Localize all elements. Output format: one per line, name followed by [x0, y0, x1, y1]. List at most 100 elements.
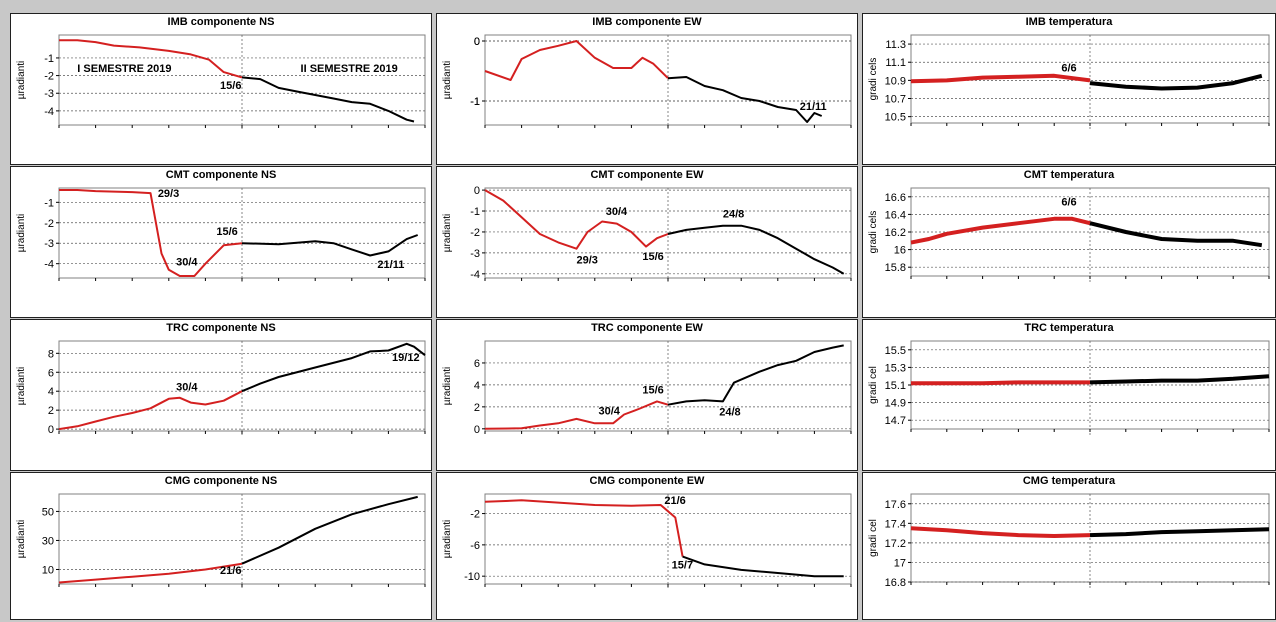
annotation-label: 19/12	[392, 352, 420, 364]
y-axis-label: gradi cels	[868, 58, 879, 101]
chart-panel-trc-ns: TRC componente NS 8 6 4 2 0 µradianti 30/4 19/12	[10, 319, 432, 471]
annotation-label: 30/4	[176, 381, 198, 393]
y-tick-label: -1	[470, 206, 480, 218]
y-tick-label: 2	[48, 405, 54, 417]
y-axis-label: gradi cel	[868, 519, 879, 557]
y-tick-label: 30	[42, 535, 54, 547]
y-tick-label: -2	[44, 71, 54, 83]
y-tick-label: 15.1	[885, 380, 906, 392]
series-line-red	[58, 390, 243, 431]
y-tick-label: -1	[44, 53, 54, 65]
y-tick-label: 14.9	[885, 398, 906, 410]
chart-svg: 8 6 4 2 0 µradianti 30/4 19/12	[16, 340, 426, 437]
y-tick-label: 10.5	[885, 112, 906, 124]
y-tick-label: 14.7	[885, 415, 906, 427]
chart-title: CMG componente EW	[589, 475, 705, 487]
chart-title: TRC componente EW	[591, 322, 703, 334]
series-line-black	[1089, 527, 1270, 538]
annotation-label: 30/4	[598, 406, 620, 418]
y-tick-label: 15.8	[885, 262, 906, 274]
y-tick-label: 16	[894, 245, 906, 257]
annotation-label: 29/3	[158, 188, 179, 200]
chart-panel-cmt-ns: CMT componente NS -1 -2 -3 -4 µradianti 29/3 30…	[10, 166, 432, 318]
y-tick-label: 0	[474, 36, 480, 48]
y-tick-label: 6	[48, 367, 54, 379]
y-axis-label: µradianti	[16, 214, 27, 253]
y-tick-label: 16.2	[885, 227, 906, 239]
chart-panel-cmg-ew: CMG componente EW -2 -6 -10 µradianti 21/6 15/…	[436, 472, 858, 620]
y-axis-label: µradianti	[442, 61, 453, 100]
y-tick-label: -10	[464, 571, 480, 583]
y-tick-label: 0	[474, 185, 480, 197]
y-tick-label: -3	[470, 248, 480, 260]
y-tick-label: -3	[44, 88, 54, 100]
annotation-label: 21/11	[377, 259, 404, 271]
chart-title: TRC componente NS	[166, 322, 276, 334]
chart-panel-cmt-ew: CMT componente EW 0 -1 -2 -3 -4 µradianti 30/4 2…	[436, 166, 858, 318]
y-tick-label: 4	[474, 380, 480, 392]
annotation-label: 6/6	[1061, 197, 1076, 209]
chart-title: IMB temperatura	[1025, 16, 1113, 28]
chart-svg: 50 30 10 µradianti 21/6	[16, 493, 426, 590]
series-line-black	[241, 234, 419, 257]
series-line-red	[59, 189, 243, 277]
annotation-label: 6/6	[1061, 62, 1076, 74]
annotation-label: 15/6	[642, 385, 663, 397]
annotation-label: II SEMESTRE 2019	[301, 63, 398, 75]
y-axis-label: µradianti	[442, 214, 453, 253]
y-axis-label: µradianti	[16, 520, 27, 559]
series-line-black	[241, 342, 426, 393]
y-tick-label: 17.2	[885, 538, 906, 550]
y-tick-label: 15.3	[885, 362, 906, 374]
series-line-black	[1089, 221, 1263, 248]
chart-panel-trc-t: TRC temperatura 15.5 15.3 15.1 14.9 14.7 gradi…	[862, 319, 1276, 471]
y-tick-label: 8	[48, 348, 54, 360]
y-tick-label: 10.7	[885, 94, 906, 106]
chart-panel-imb-ew: IMB componente EW 0 -1 0 -1 µradianti 21/11	[436, 13, 858, 165]
chart-title: CMG componente NS	[164, 475, 278, 487]
series-line-red	[484, 499, 684, 557]
annotation-label: I SEMESTRE 2019	[77, 63, 171, 75]
chart-svg: 0 -1 -2 -3 -4 µradianti 30/4 24/8 29/3 15/6	[442, 185, 852, 284]
y-tick-label: -6	[470, 540, 480, 552]
y-tick-label: 10	[42, 564, 54, 576]
chart-svg: 15.5 15.3 15.1 14.9 14.7 gradi cel	[868, 340, 1270, 435]
y-axis-label: gradi cel	[868, 366, 879, 404]
y-tick-label: -4	[44, 259, 54, 271]
series-line-black	[241, 76, 415, 123]
annotation-label: 21/6	[220, 565, 241, 577]
annotation-label: 15/6	[216, 226, 237, 238]
y-tick-label: 17.4	[885, 518, 906, 530]
chart-title: TRC temperatura	[1024, 322, 1114, 334]
chart-title: CMT temperatura	[1023, 169, 1115, 181]
series-line-red	[910, 73, 1091, 84]
series-line-red	[910, 526, 1091, 538]
annotation-label: 15/6	[642, 251, 663, 263]
y-tick-label: 2	[474, 402, 480, 414]
y-tick-label: 50	[42, 506, 54, 518]
chart-svg: 11.3 11.1 10.9 10.7 10.5 gradi cels 6/6	[868, 34, 1270, 129]
annotation-label: 15/6	[220, 80, 241, 92]
y-axis-label: gradi cels	[868, 211, 879, 254]
annotation-label: 21/11	[800, 101, 827, 113]
chart-svg: 17.6 17.4 17.2 17 16.8 gradi cel	[868, 493, 1270, 589]
chart-svg: 16.6 16.4 16.2 16 15.8 gradi cels 6/6	[868, 187, 1270, 282]
chart-svg: -1 -2 -3 -4 µradianti I SEMESTRE 2019 II SEMES…	[16, 34, 426, 131]
series-line-red	[911, 380, 1090, 386]
annotation-label: 15/7	[672, 559, 693, 571]
chart-panel-trc-ew: TRC componente EW 6 4 2 0 µradianti 30/4 15/6 24…	[436, 319, 858, 471]
chart-svg: 6 4 2 0 µradianti 30/4 15/6 24/8	[442, 340, 852, 437]
chart-panel-cmt-t: CMT temperatura 16.6 16.4 16.2 16 15.8 gradi c…	[862, 166, 1276, 318]
y-tick-label: -1	[470, 96, 480, 108]
annotation-label: 24/8	[723, 208, 744, 220]
chart-panel-imb-ns: IMB componente NS -1 -2 -3 -4 µradianti I SEME…	[10, 13, 432, 165]
y-tick-label: 0	[474, 424, 480, 436]
y-tick-label: -2	[470, 509, 480, 521]
chart-svg: -1 -2 -3 -4 µradianti 29/3 30/4 15/6 21/11	[16, 187, 426, 284]
chart-panel-cmg-t: CMG temperatura 17.6 17.4 17.2 17 16.8 gradi c…	[862, 472, 1276, 620]
series-line-red	[59, 39, 243, 79]
y-tick-label: 17.6	[885, 499, 906, 511]
y-axis-label: µradianti	[16, 367, 27, 406]
series-line-red	[484, 400, 669, 430]
